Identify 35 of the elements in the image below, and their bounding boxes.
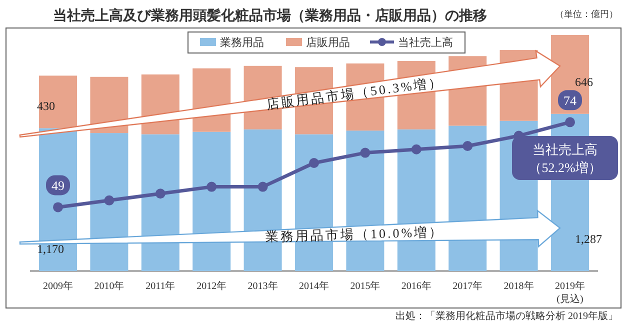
point [155,188,166,199]
x-tick-label: 2015年 [350,280,380,292]
text: （単位：億円） [555,9,618,19]
x-tick-label: 2018年 [504,280,534,292]
annotation: 当社売上高（52.2%増） [528,142,602,175]
legend-label: 店販用品 [306,36,350,49]
point [258,182,268,192]
x-tick-label: 2010年 [94,280,124,292]
x-tick-label: 2013年 [248,280,278,292]
point [462,140,473,151]
point [411,144,422,154]
legend-label: 当社売上高 [398,36,453,49]
point [206,182,217,192]
annotation: 業務用品市場（10.0%増） [265,224,444,244]
x-tick-label: 2014年 [299,280,329,292]
text: 出処：「業務用化粧品市場の戦略分析 2019年版」 [396,310,618,322]
x-tick-label: 2019年(見込) [555,280,585,305]
point [565,117,575,128]
x-tick-label: 2012年 [196,280,227,292]
point [360,148,370,158]
x-tick-label: 2017年 [452,280,483,292]
chart-title: 当社売上高及び業務用頭髪化粧品市場（業務用品・店販用品）の推移 [53,7,487,24]
annotation: 店販用品市場（50.3%増） [265,74,444,112]
point [104,195,114,206]
x-tick-label: 2009年 [43,280,73,292]
data-label: 74 [564,93,577,108]
point [309,158,319,168]
x-tick-label: 2011年 [146,280,176,292]
legend-label: 業務用品 [220,37,264,49]
data-label: 49 [52,178,64,194]
bar [90,133,128,271]
point [53,202,63,212]
data-label: 1,287 [575,232,602,246]
x-tick-label: 2016年 [401,280,432,292]
bar [39,76,77,128]
